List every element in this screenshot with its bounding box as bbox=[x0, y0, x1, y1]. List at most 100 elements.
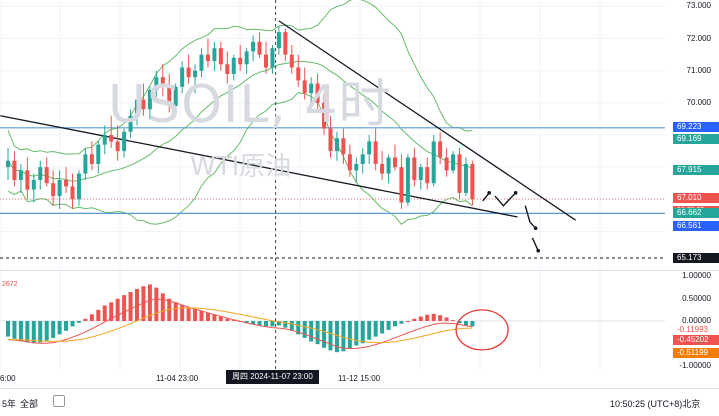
candle-body bbox=[380, 163, 385, 174]
candle-body bbox=[373, 141, 378, 164]
macd-value-tag: -0.45202 bbox=[673, 335, 719, 346]
candle-body bbox=[96, 144, 101, 164]
price-tick-label: 71.000 bbox=[686, 65, 711, 75]
time-axis[interactable]: 6:00 11-04 23:00 11-12 15:00 bbox=[0, 370, 665, 386]
candle-body bbox=[205, 54, 210, 62]
calendar-icon[interactable] bbox=[53, 395, 65, 407]
candle-body bbox=[141, 99, 146, 110]
candle-body bbox=[6, 160, 10, 168]
time-label-2: 11-04 23:00 bbox=[156, 374, 199, 383]
lower-trendline bbox=[0, 115, 518, 218]
candlesticks bbox=[6, 25, 475, 209]
candle-body bbox=[289, 54, 294, 68]
candle-body bbox=[51, 183, 56, 197]
macd-histogram-bar bbox=[360, 321, 365, 344]
macd-histogram-bar bbox=[141, 286, 146, 321]
forecast-arrow bbox=[531, 237, 539, 251]
candle-body bbox=[322, 102, 327, 129]
candle-body bbox=[451, 154, 456, 171]
macd-histogram-bar bbox=[70, 321, 75, 327]
candle-body bbox=[425, 167, 430, 184]
arrow-head bbox=[513, 191, 518, 195]
macd-histogram-bar bbox=[44, 321, 49, 341]
candle-body bbox=[405, 157, 410, 203]
macd-histogram-bar bbox=[76, 321, 81, 323]
macd-histogram-bar bbox=[135, 288, 139, 321]
bottom-toolbar: 5年 全部 10:50:25 (UTC+8)北京 bbox=[0, 388, 719, 416]
candle-body bbox=[218, 48, 223, 65]
macd-histogram-bar bbox=[244, 321, 249, 324]
candle-body bbox=[199, 54, 204, 71]
chart-canvas[interactable] bbox=[0, 0, 719, 388]
macd-histogram-bar bbox=[25, 321, 30, 343]
arrow-head bbox=[533, 226, 538, 231]
macd-histogram-bar bbox=[225, 318, 230, 321]
macd-histogram-bar bbox=[18, 321, 23, 342]
candle-body bbox=[238, 57, 243, 65]
clock-display[interactable]: 10:50:25 (UTC+8)北京 bbox=[610, 399, 701, 409]
price-tick-label: 73.000 bbox=[686, 1, 711, 11]
candle-body bbox=[393, 157, 397, 168]
candle-body bbox=[83, 154, 88, 174]
candle-body bbox=[270, 48, 275, 68]
macd-histogram-bar bbox=[257, 321, 262, 326]
arrow-head bbox=[487, 191, 491, 195]
macd-tick-label: 0.00000 bbox=[682, 316, 711, 325]
candle-body bbox=[70, 186, 75, 200]
range-all-button[interactable]: 全部 bbox=[20, 399, 39, 409]
macd-histogram-bar bbox=[212, 314, 217, 321]
candle-body bbox=[193, 70, 198, 78]
macd-histogram-bar bbox=[122, 295, 127, 321]
macd-histogram-bar bbox=[147, 284, 152, 321]
macd-histogram-bar bbox=[51, 321, 56, 338]
time-label-3: 11-12 15:00 bbox=[338, 374, 381, 383]
candle-body bbox=[457, 154, 462, 193]
macd-histogram-bar bbox=[341, 321, 346, 352]
macd-histogram-bar bbox=[438, 315, 443, 321]
macd-tick-label: -1.00000 bbox=[679, 360, 711, 370]
candle-body bbox=[135, 99, 139, 116]
macd-histogram-bar bbox=[418, 316, 423, 321]
candle-body bbox=[160, 77, 165, 87]
macd-histogram-bar bbox=[128, 292, 133, 321]
macd-histogram-bar bbox=[431, 313, 436, 321]
macd-histogram-bar bbox=[328, 321, 333, 351]
candle-body bbox=[12, 160, 17, 180]
candle-body bbox=[128, 115, 133, 132]
candle-body bbox=[212, 48, 217, 62]
macd-histogram-bar bbox=[251, 321, 256, 325]
arrow-head bbox=[536, 248, 540, 253]
candle-body bbox=[173, 86, 178, 107]
candle-body bbox=[64, 180, 69, 187]
macd-histogram-bar bbox=[205, 312, 210, 321]
candle-body bbox=[341, 138, 346, 155]
macd-histogram-bar bbox=[296, 321, 301, 335]
candle-body bbox=[257, 41, 262, 55]
candle-body bbox=[328, 128, 333, 152]
candle-body bbox=[431, 141, 436, 184]
macd-histogram-bar bbox=[264, 321, 268, 327]
candle-body bbox=[412, 157, 417, 180]
indicator-label: 2672 bbox=[2, 281, 18, 288]
candle-body bbox=[122, 131, 127, 152]
macd-histogram-bar bbox=[180, 305, 185, 321]
macd-histogram-bar bbox=[386, 321, 391, 330]
candle-body bbox=[18, 170, 23, 180]
macd-histogram-bar bbox=[283, 321, 288, 328]
macd-indicator bbox=[0, 284, 665, 353]
macd-histogram-bar bbox=[354, 321, 359, 346]
range-5y-button[interactable]: 5年 bbox=[2, 399, 17, 409]
price-axis[interactable]: 73.000 72.000 71.000 70.000 bbox=[665, 0, 719, 370]
candle-body bbox=[309, 83, 314, 94]
candle-body bbox=[296, 67, 301, 81]
candle-body bbox=[231, 57, 236, 74]
bollinger-lower bbox=[7, 91, 473, 225]
candle-body bbox=[44, 167, 49, 184]
macd-histogram-bar bbox=[451, 320, 456, 322]
candle-body bbox=[399, 167, 404, 203]
macd-histogram-bar bbox=[302, 321, 307, 338]
macd-histogram-bar bbox=[186, 307, 191, 321]
candle-body bbox=[167, 86, 172, 107]
pane-divider[interactable] bbox=[0, 270, 719, 271]
macd-histogram-bar bbox=[199, 311, 204, 321]
